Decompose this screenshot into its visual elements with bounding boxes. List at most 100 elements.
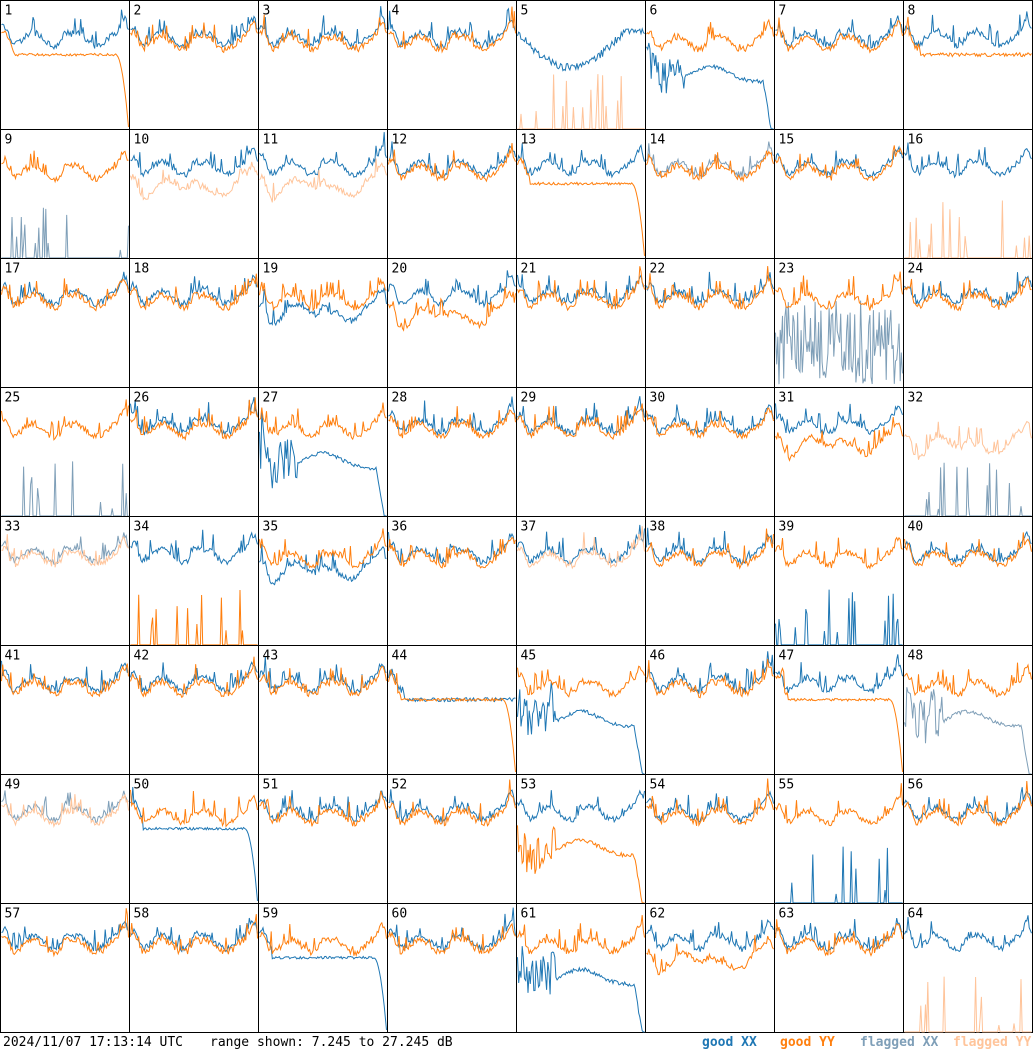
tile-label: 3 [263, 4, 271, 19]
tile-label: 19 [263, 262, 279, 277]
tile-label: 43 [263, 649, 279, 664]
series-good-xx [259, 790, 387, 823]
series-good-yy [775, 145, 903, 182]
tile-label: 4 [392, 4, 400, 19]
tile-frame [129, 129, 259, 259]
tile-frame [258, 516, 388, 646]
series-good-xx [904, 142, 1032, 179]
tile-label: 25 [5, 391, 21, 406]
series-good-xx [517, 274, 645, 307]
series-good-yy [259, 277, 387, 312]
series-good-yy [517, 825, 645, 904]
tile-frame [387, 774, 517, 904]
series-good-xx [646, 790, 774, 825]
series-good-xx [130, 396, 258, 437]
series-good-yy [388, 669, 516, 772]
series-good-yy [130, 789, 258, 828]
tile-label: 36 [392, 520, 408, 535]
tile-label: 59 [263, 907, 279, 922]
tile-label: 49 [5, 778, 21, 793]
series-good-xx [1, 9, 129, 50]
tile-19: 19 [258, 258, 388, 388]
tile-label: 16 [908, 133, 924, 148]
series-good-xx [646, 918, 774, 952]
tile-47: 47 [774, 645, 904, 775]
tile-frame [0, 645, 130, 775]
series-good-xx [646, 42, 774, 130]
series-good-yy [775, 271, 903, 311]
tile-37: 37 [516, 516, 646, 646]
tile-59: 59 [258, 903, 388, 1033]
series-flagged-yy [259, 158, 387, 203]
tile-label: 47 [779, 649, 795, 664]
tile-label: 30 [650, 391, 666, 406]
tile-46: 46 [645, 645, 775, 775]
tile-label: 10 [134, 133, 150, 148]
tile-label: 55 [779, 778, 795, 793]
tile-frame [774, 774, 904, 904]
series-flagged-xx [646, 141, 774, 178]
series-good-yy [904, 780, 1032, 827]
series-good-yy [904, 662, 1032, 698]
tile-frame [903, 903, 1033, 1033]
tile-frame [129, 516, 259, 646]
tile-frame [903, 0, 1033, 130]
tile-label: 8 [908, 4, 916, 19]
tile-label: 13 [521, 133, 537, 148]
series-flagged-xx [904, 687, 1032, 775]
tile-frame [258, 903, 388, 1033]
legend-good-yy: good YY [780, 1035, 835, 1050]
tile-frame [516, 774, 646, 904]
tile-label: 21 [521, 262, 537, 277]
tile-45: 45 [516, 645, 646, 775]
tile-frame [516, 387, 646, 517]
series-good-xx [646, 271, 774, 308]
tile-53: 53 [516, 774, 646, 904]
tile-label: 38 [650, 520, 666, 535]
series-good-xx [517, 143, 645, 179]
series-good-yy [1, 30, 129, 127]
series-good-yy [646, 18, 774, 53]
tile-frame [387, 387, 517, 517]
tile-label: 26 [134, 391, 150, 406]
tile-label: 18 [134, 262, 150, 277]
tile-label: 29 [521, 391, 537, 406]
tile-frame [0, 387, 130, 517]
tile-38: 38 [645, 516, 775, 646]
tile-label: 60 [392, 907, 408, 922]
tile-label: 35 [263, 520, 279, 535]
tile-label: 57 [5, 907, 21, 922]
tile-24: 24 [903, 258, 1033, 388]
tile-frame [0, 0, 130, 130]
series-good-xx [388, 270, 516, 309]
tile-label: 53 [521, 778, 537, 793]
tile-frame [645, 387, 775, 517]
series-good-xx [775, 917, 903, 952]
tile-frame [0, 774, 130, 904]
series-good-xx [259, 544, 387, 586]
tile-label: 42 [134, 649, 150, 664]
tile-57: 57 [0, 903, 130, 1033]
series-good-yy [259, 790, 387, 827]
tile-frame [774, 387, 904, 517]
series-good-xx [775, 15, 903, 49]
footer-bar: 2024/11/07 17:13:14 UTC range shown: 7.2… [0, 1033, 1033, 1053]
series-good-xx [904, 915, 1032, 953]
series-good-yy [388, 6, 516, 54]
series-flagged-yy [130, 161, 258, 201]
tile-frame [774, 0, 904, 130]
tile-label: 28 [392, 391, 408, 406]
tile-frame [0, 516, 130, 646]
series-good-xx [259, 656, 387, 696]
series-good-xx [388, 141, 516, 179]
tile-frame [903, 645, 1033, 775]
tile-label: 12 [392, 133, 408, 148]
series-good-yy [130, 20, 258, 54]
series-good-xx [388, 789, 516, 825]
tile-60: 60 [387, 903, 517, 1033]
series-good-xx [517, 946, 645, 1033]
tile-58: 58 [129, 903, 259, 1033]
tile-18: 18 [129, 258, 259, 388]
series-good-yy [1, 278, 129, 312]
tile-label: 11 [263, 133, 279, 148]
